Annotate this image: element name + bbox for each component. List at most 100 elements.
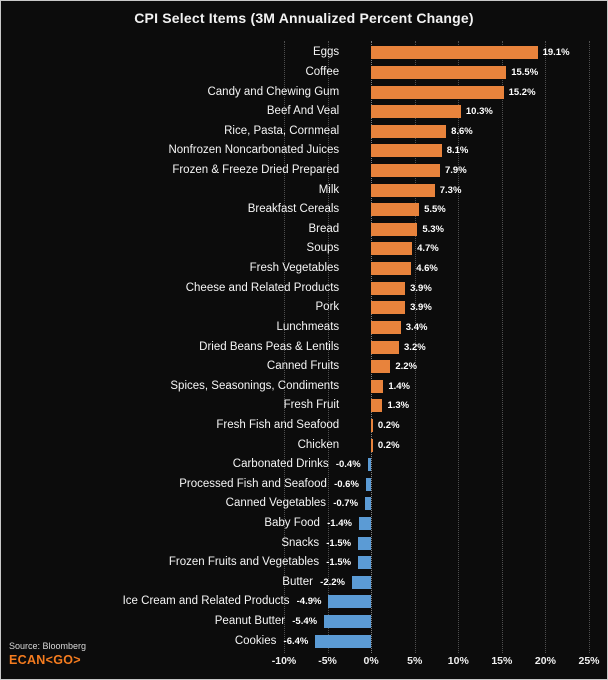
x-tick-label: 5% <box>407 655 423 667</box>
bar <box>371 399 383 413</box>
bar <box>371 46 538 60</box>
category-label: Snacks <box>281 536 320 549</box>
value-label: 0.2% <box>377 439 400 451</box>
category-label: Cheese and Related Products <box>185 281 340 294</box>
category-label: Fresh Vegetables <box>249 262 340 275</box>
value-label: 3.9% <box>410 302 432 314</box>
category-label: Milk <box>318 183 340 196</box>
bar <box>371 163 440 177</box>
x-tick-label: 0% <box>363 655 379 667</box>
value-label: -2.2% <box>320 576 345 588</box>
bar <box>371 203 420 217</box>
bar <box>371 222 418 236</box>
category-label: Frozen & Freeze Dried Prepared <box>172 163 340 176</box>
value-label: 7.3% <box>439 184 462 196</box>
bar <box>371 124 447 138</box>
gridline <box>458 41 460 653</box>
value-label: 1.3% <box>387 400 410 412</box>
value-label: -0.6% <box>334 478 359 490</box>
x-tick-label: 25% <box>578 655 600 667</box>
bar <box>371 281 406 295</box>
bar <box>367 458 372 472</box>
value-label: 8.6% <box>451 125 473 137</box>
bar <box>371 262 412 276</box>
bar <box>371 105 461 119</box>
value-label: 2.2% <box>395 361 417 373</box>
source-label: Source: Bloomberg <box>9 641 87 651</box>
brand-label: ECAN<GO> <box>9 653 81 667</box>
category-label: Peanut Butter <box>214 615 286 628</box>
gridline <box>545 41 547 653</box>
category-label: Soups <box>306 242 340 255</box>
bar <box>371 85 504 99</box>
value-label: -6.4% <box>283 635 309 647</box>
bar <box>371 242 413 256</box>
value-label: 4.7% <box>417 243 439 255</box>
gridline <box>327 41 329 653</box>
bar <box>371 65 507 79</box>
gridline <box>589 41 590 653</box>
bar <box>371 144 442 158</box>
value-label: -0.7% <box>333 498 359 510</box>
category-label: Carbonated Drinks <box>232 458 329 471</box>
gridline <box>414 41 416 653</box>
bar <box>315 634 372 648</box>
category-label: Eggs <box>312 46 340 59</box>
value-label: 3.4% <box>405 321 428 333</box>
category-label: Baby Food <box>264 517 320 530</box>
bar <box>365 477 372 491</box>
value-label: 3.2% <box>404 341 426 353</box>
category-label: Lunchmeats <box>276 320 340 333</box>
value-label: -1.5% <box>326 557 352 569</box>
value-label: 5.3% <box>422 223 444 235</box>
value-label: 7.9% <box>444 164 467 176</box>
category-label: Pork <box>315 301 340 314</box>
bar <box>358 517 372 531</box>
chart-title: CPI Select Items (3M Annualized Percent … <box>134 10 474 26</box>
bar <box>371 340 400 354</box>
category-label: Processed Fish and Seafood <box>179 477 327 490</box>
value-label: 15.2% <box>508 86 536 98</box>
value-label: 8.1% <box>446 145 469 157</box>
value-label: 3.9% <box>410 282 432 294</box>
category-label: Ice Cream and Related Products <box>122 595 290 608</box>
bar <box>365 497 372 511</box>
category-label: Canned Fruits <box>266 360 340 373</box>
x-tick-label: 15% <box>491 655 513 667</box>
value-label: 10.3% <box>465 106 493 118</box>
bar <box>371 379 384 393</box>
value-label: 0.2% <box>377 419 400 431</box>
value-label: 1.4% <box>388 380 410 392</box>
category-label: Fresh Fruit <box>283 399 340 412</box>
category-label: Cookies <box>234 634 277 647</box>
value-label: -1.5% <box>326 537 352 549</box>
x-tick-label: -5% <box>318 655 337 667</box>
gridline <box>501 41 503 653</box>
value-label: 19.1% <box>542 47 570 59</box>
category-label: Chicken <box>297 438 340 451</box>
category-label: Butter <box>282 575 313 588</box>
bar <box>371 183 435 197</box>
category-label: Canned Vegetables <box>225 497 327 510</box>
bar <box>328 595 372 609</box>
category-label: Candy and Chewing Gum <box>207 85 340 98</box>
bar <box>358 536 372 550</box>
value-label: -4.9% <box>296 596 322 608</box>
bar <box>351 575 372 589</box>
category-label: Bread <box>308 222 340 235</box>
category-label: Nonfrozen Noncarbonated Juices <box>168 144 340 157</box>
value-label: 5.5% <box>424 204 446 216</box>
bar <box>371 301 406 315</box>
category-label: Breakfast Cereals <box>247 203 340 216</box>
x-tick-label: 10% <box>447 655 469 667</box>
bar <box>358 556 372 570</box>
bar <box>371 320 401 334</box>
bar <box>324 615 372 629</box>
bar <box>371 438 373 452</box>
value-label: -5.4% <box>292 616 318 628</box>
x-tick-label: 20% <box>534 655 556 667</box>
bar <box>371 360 391 374</box>
gridline <box>284 41 285 653</box>
